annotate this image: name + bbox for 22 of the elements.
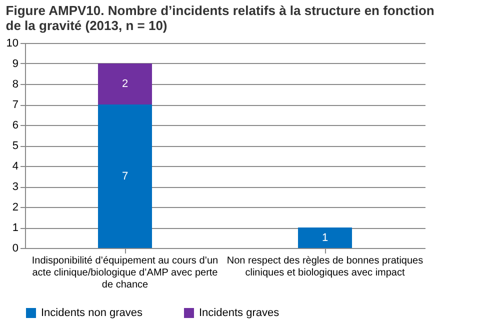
y-tick-label: 7 xyxy=(12,99,18,111)
y-tick-label: 8 xyxy=(12,78,18,90)
y-tick-label: 6 xyxy=(12,120,18,132)
legend-label: Incidents non graves xyxy=(41,307,144,319)
x-tick-label: Non respect des règles de bonnes pratiques cliniques et biologiques avec impact xyxy=(226,256,424,278)
bar xyxy=(98,104,152,248)
y-tick-label: 1 xyxy=(12,222,18,234)
bar xyxy=(298,228,352,248)
y-tick-label: 2 xyxy=(12,202,18,214)
data-label: 2 xyxy=(122,78,128,90)
chart-title: Figure AMPV10. Nombre d’incidents relatifs à la structure en fonction de la gravité (2013, n = 10) xyxy=(6,3,434,33)
y-tick-label: 4 xyxy=(12,160,18,172)
y-tick-label: 5 xyxy=(12,140,18,152)
data-label: 1 xyxy=(322,232,328,244)
y-tick-label: 3 xyxy=(12,181,18,193)
legend-label: Incidents graves xyxy=(199,307,280,319)
y-tick-label: 0 xyxy=(12,242,18,254)
y-tick-label: 9 xyxy=(12,58,18,70)
y-tick-label: 10 xyxy=(6,38,18,50)
x-tick-label: Indisponibilité d’équipement au cours d’un acte clinique/biologique d’AMP avec perte de chance xyxy=(32,256,218,290)
data-label: 7 xyxy=(122,170,128,182)
bar xyxy=(98,64,152,104)
